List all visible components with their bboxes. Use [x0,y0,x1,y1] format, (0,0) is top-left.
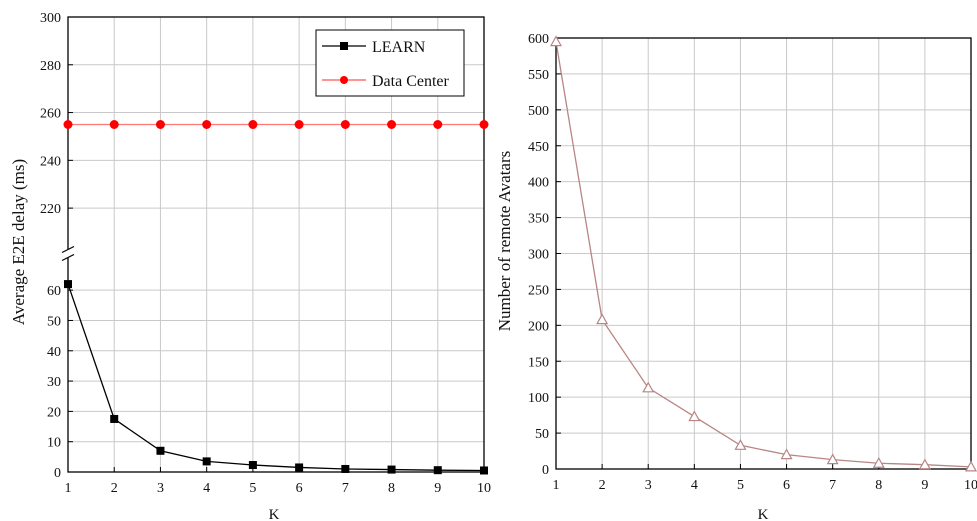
avatars-chart-x-axis-label: K [758,507,769,521]
avatars-chart-y-tick-label: 0 [542,463,549,478]
legend-datacenter-marker [340,76,348,84]
learn-data-point [341,465,349,473]
delay-chart-y-tick-label: 260 [40,107,61,122]
avatars-data-point [689,412,699,421]
avatars-chart-y-tick-label: 100 [528,391,549,406]
avatars-chart-x-tick-label: 6 [783,478,790,493]
datacenter-data-point [387,120,396,129]
delay-chart-x-tick-label: 5 [249,481,256,496]
learn-data-point [434,466,442,474]
avatars-chart-y-axis-label: Number of remote Avatars [495,151,514,331]
learn-data-point [64,280,72,288]
avatars-chart-y-tick-label: 50 [535,427,549,442]
learn-series-line [68,284,484,470]
avatars-chart: 1 2 3 4 5 6 7 8 9 1005010015020025030035040045050… [495,32,977,521]
avatars-data-point [597,315,607,324]
avatars-chart-x-tick-label: 10 [964,478,977,493]
learn-data-point [480,466,488,474]
datacenter-data-point [64,120,73,129]
delay-chart-y-tick-label: 30 [47,375,61,390]
avatars-chart-tick-labels: 1 2 3 4 5 6 7 8 9 1005010015020025030035040045050… [528,32,977,493]
delay-chart-y-tick-label: 240 [40,154,61,169]
avatars-series-line [556,42,971,467]
avatars-chart-y-tick-label: 300 [528,248,549,263]
delay-chart: 1 2 3 4 5 6 7 8 9 100102030405060220240260280300 … [9,11,491,521]
delay-chart-x-tick-label: 4 [203,481,210,496]
datacenter-data-point [295,120,304,129]
learn-data-point [295,463,303,471]
legend-learn-label: LEARN [372,39,426,56]
delay-chart-y-tick-label: 50 [47,314,61,329]
avatars-chart-y-tick-label: 350 [528,212,549,227]
avatars-chart-y-tick-label: 550 [528,68,549,83]
avatars-chart-x-tick-label: 2 [599,478,606,493]
delay-chart-x-tick-label: 9 [434,481,441,496]
avatars-chart-x-tick-label: 1 [553,478,560,493]
avatars-data-point [735,440,745,449]
delay-chart-y-axis-label: Average E2E delay (ms) [9,159,28,325]
avatars-chart-y-tick-label: 200 [528,319,549,334]
avatars-chart-y-tick-label: 450 [528,140,549,155]
avatars-chart-x-tick-label: 8 [875,478,882,493]
delay-chart-x-tick-label: 6 [296,481,303,496]
avatars-chart-grid [556,38,971,469]
legend-learn-marker [340,42,348,50]
avatars-chart-y-tick-label: 150 [528,355,549,370]
datacenter-data-point [341,120,350,129]
datacenter-data-point [202,120,211,129]
avatars-chart-x-tick-label: 4 [691,478,698,493]
delay-chart-y-tick-label: 10 [47,436,61,451]
datacenter-data-point [156,120,165,129]
delay-chart-y-tick-label: 220 [40,202,61,217]
avatars-chart-y-tick-label: 400 [528,176,549,191]
avatars-chart-x-tick-label: 7 [829,478,836,493]
delay-chart-x-tick-label: 8 [388,481,395,496]
delay-chart-y-tick-label: 60 [47,284,61,299]
learn-data-point [249,461,257,469]
delay-chart-x-tick-label: 1 [65,481,72,496]
delay-chart-y-tick-label: 40 [47,345,61,360]
datacenter-data-point [248,120,257,129]
datacenter-data-point [433,120,442,129]
delay-chart-y-tick-label: 0 [54,466,61,481]
avatars-chart-y-tick-label: 250 [528,283,549,298]
delay-chart-x-tick-label: 10 [477,481,491,496]
avatars-chart-y-tick-label: 600 [528,32,549,47]
legend-datacenter-label: Data Center [372,73,450,90]
delay-chart-y-tick-label: 280 [40,59,61,74]
delay-chart-legend: LEARN Data Center [316,30,464,96]
avatars-chart-y-tick-label: 500 [528,104,549,119]
datacenter-data-point [480,120,489,129]
learn-data-point [156,447,164,455]
delay-chart-x-tick-label: 2 [111,481,118,496]
delay-chart-x-tick-label: 3 [157,481,164,496]
learn-data-point [110,415,118,423]
avatars-chart-x-tick-label: 5 [737,478,744,493]
learn-data-point [203,457,211,465]
datacenter-data-point [110,120,119,129]
delay-chart-x-tick-label: 7 [342,481,349,496]
learn-data-point [388,466,396,474]
delay-chart-y-tick-label: 20 [47,405,61,420]
avatars-data-point [643,383,653,392]
avatars-chart-x-tick-label: 9 [921,478,928,493]
delay-chart-y-tick-label: 300 [40,11,61,26]
delay-chart-x-axis-label: K [269,507,280,521]
delay-chart-series [64,120,489,474]
avatars-chart-x-tick-label: 3 [645,478,652,493]
